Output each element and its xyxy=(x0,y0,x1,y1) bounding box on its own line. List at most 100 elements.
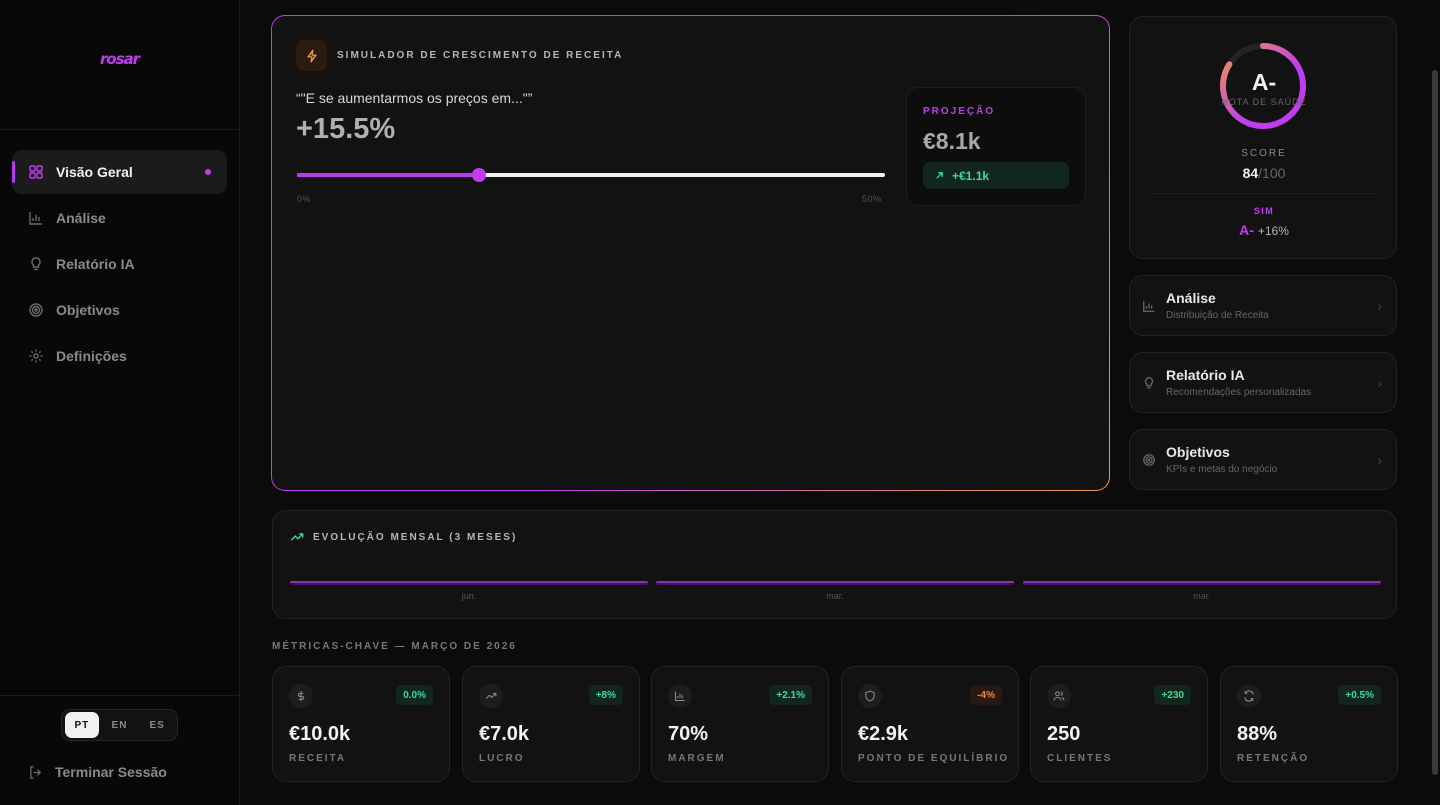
sim-delta: +16% xyxy=(1257,224,1289,238)
language-option-en[interactable]: EN xyxy=(111,719,128,731)
sidebar-item-label: Visão Geral xyxy=(56,164,133,180)
metric-label: RECEITA xyxy=(289,753,347,764)
shield-icon xyxy=(858,684,882,708)
sidebar-item-objetivos[interactable]: Objetivos xyxy=(12,288,227,332)
health-grade: A- xyxy=(1251,69,1277,95)
bar-chart-icon xyxy=(29,212,42,225)
metric-value: 70% xyxy=(668,723,709,745)
link-subtitle: KPIs e metas do negócio xyxy=(1166,464,1278,475)
slider-fill xyxy=(297,173,480,177)
bar-chart-icon xyxy=(668,684,692,708)
metric-card-retencao: +0.5% 88% RETENÇÃO xyxy=(1220,666,1398,782)
month-bar xyxy=(290,581,648,585)
trending-up-icon xyxy=(290,533,304,541)
sim-result: A- +16% xyxy=(1130,222,1398,238)
metric-value: 88% xyxy=(1237,723,1278,745)
target-icon xyxy=(29,303,43,317)
metric-badge: +0.5% xyxy=(1338,685,1381,705)
link-subtitle: Distribuição de Receita xyxy=(1166,310,1269,321)
health-subtitle: NOTA DE SAÚDE xyxy=(1221,97,1307,107)
metric-value: €7.0k xyxy=(479,723,530,745)
chevron-right-icon: › xyxy=(1377,375,1382,391)
active-indicator xyxy=(12,161,15,183)
bar-chart-icon xyxy=(1143,300,1155,312)
month-label: mar. xyxy=(1193,591,1211,601)
sidebar-item-label: Análise xyxy=(56,210,106,226)
metric-card-clientes: +230 250 CLIENTES xyxy=(1030,666,1208,782)
link-card-analise[interactable]: Análise Distribuição de Receita › xyxy=(1129,275,1397,336)
metric-card-lucro: +8% €7.0k LUCRO xyxy=(462,666,640,782)
users-icon xyxy=(1047,684,1071,708)
grid-icon xyxy=(29,165,43,179)
chevron-right-icon: › xyxy=(1377,298,1382,314)
lightbulb-icon xyxy=(31,257,41,271)
sidebar-item-visao-geral[interactable]: Visão Geral xyxy=(12,150,227,194)
month-bar xyxy=(1023,581,1381,585)
link-card-objetivos[interactable]: Objetivos KPIs e metas do negócio › xyxy=(1129,429,1397,490)
health-ring-arc xyxy=(1220,43,1306,129)
language-switcher: PT EN ES xyxy=(61,709,178,741)
month-label: jun. xyxy=(461,591,477,601)
metric-label: PONTO DE EQUILÍBRIO xyxy=(858,753,1010,764)
language-option-es[interactable]: ES xyxy=(149,719,165,731)
metric-label: MARGEM xyxy=(668,753,726,764)
brand-logo[interactable]: rosar xyxy=(100,50,140,68)
price-increase-slider[interactable] xyxy=(297,168,885,182)
metric-card-ponto-equilibrio: -4% €2.9k PONTO DE EQUILÍBRIO xyxy=(841,666,1019,782)
monthly-evolution-card: EVOLUÇÃO MENSAL (3 MESES) jun. mar. mar. xyxy=(272,510,1397,619)
evolution-title: EVOLUÇÃO MENSAL (3 MESES) xyxy=(313,531,518,543)
language-option-pt[interactable]: PT xyxy=(65,712,99,738)
metric-label: RETENÇÃO xyxy=(1237,753,1310,764)
sidebar-item-label: Objetivos xyxy=(56,302,120,318)
slider-thumb[interactable] xyxy=(472,168,487,182)
metric-badge: +8% xyxy=(588,685,623,705)
projection-value: €8.1k xyxy=(923,128,981,154)
logout-icon xyxy=(30,765,42,779)
link-subtitle: Recomendações personalizadas xyxy=(1166,387,1312,398)
active-dot xyxy=(205,169,211,175)
health-ring xyxy=(1220,43,1306,129)
metric-badge: +230 xyxy=(1154,685,1191,705)
sidebar-divider xyxy=(0,695,239,696)
lightbulb-icon xyxy=(1144,377,1154,389)
logout-label: Terminar Sessão xyxy=(55,764,167,780)
health-score-card: A- NOTA DE SAÚDE SCORE 84/100 SIM A- +16% xyxy=(1129,16,1397,259)
gear-icon xyxy=(29,349,43,363)
metric-value: €2.9k xyxy=(858,723,909,745)
refresh-icon xyxy=(1237,684,1261,708)
metric-value: €10.0k xyxy=(289,723,351,745)
slider-max-label: 50% xyxy=(862,194,882,204)
metric-badge: -4% xyxy=(970,685,1002,705)
link-title: Relatório IA xyxy=(1166,367,1245,383)
sidebar-item-label: Relatório IA xyxy=(56,256,135,272)
link-title: Análise xyxy=(1166,290,1216,306)
projection-delta-badge: +€1.1k xyxy=(923,162,1069,189)
projection-label: PROJEÇÃO xyxy=(923,106,996,117)
sidebar-item-relatorio-ia[interactable]: Relatório IA xyxy=(12,242,227,286)
arrow-up-right-icon xyxy=(936,172,943,179)
page-scrollbar[interactable] xyxy=(1432,70,1438,775)
metric-label: LUCRO xyxy=(479,753,525,764)
logout-button[interactable]: Terminar Sessão xyxy=(28,764,167,780)
simulator-title: SIMULADOR DE CRESCIMENTO DE RECEITA xyxy=(337,50,624,61)
score-label: SCORE xyxy=(1241,148,1287,159)
month-bar xyxy=(656,581,1014,585)
score-number: 84 xyxy=(1242,165,1259,181)
sim-grade: A- xyxy=(1239,222,1254,238)
lightning-icon xyxy=(296,40,327,71)
metric-badge: 0.0% xyxy=(396,685,433,705)
projection-panel: PROJEÇÃO €8.1k +€1.1k xyxy=(906,87,1086,206)
sidebar-divider xyxy=(0,129,239,130)
metric-badge: +2.1% xyxy=(769,685,812,705)
target-icon xyxy=(1143,454,1155,466)
sim-label: SIM xyxy=(1253,206,1275,216)
simulator-question: “"E se aumentarmos os preços em..."” xyxy=(296,90,533,106)
metric-label: CLIENTES xyxy=(1047,753,1113,764)
simulator-percentage: +15.5% xyxy=(296,113,396,145)
slider-min-label: 0% xyxy=(297,194,312,204)
sidebar-item-label: Definições xyxy=(56,348,127,364)
sidebar-item-definicoes[interactable]: Definições xyxy=(12,334,227,378)
link-card-relatorio-ia[interactable]: Relatório IA Recomendações personalizada… xyxy=(1129,352,1397,413)
metric-value: 250 xyxy=(1047,723,1081,745)
sidebar-item-analise[interactable]: Análise xyxy=(12,196,227,240)
